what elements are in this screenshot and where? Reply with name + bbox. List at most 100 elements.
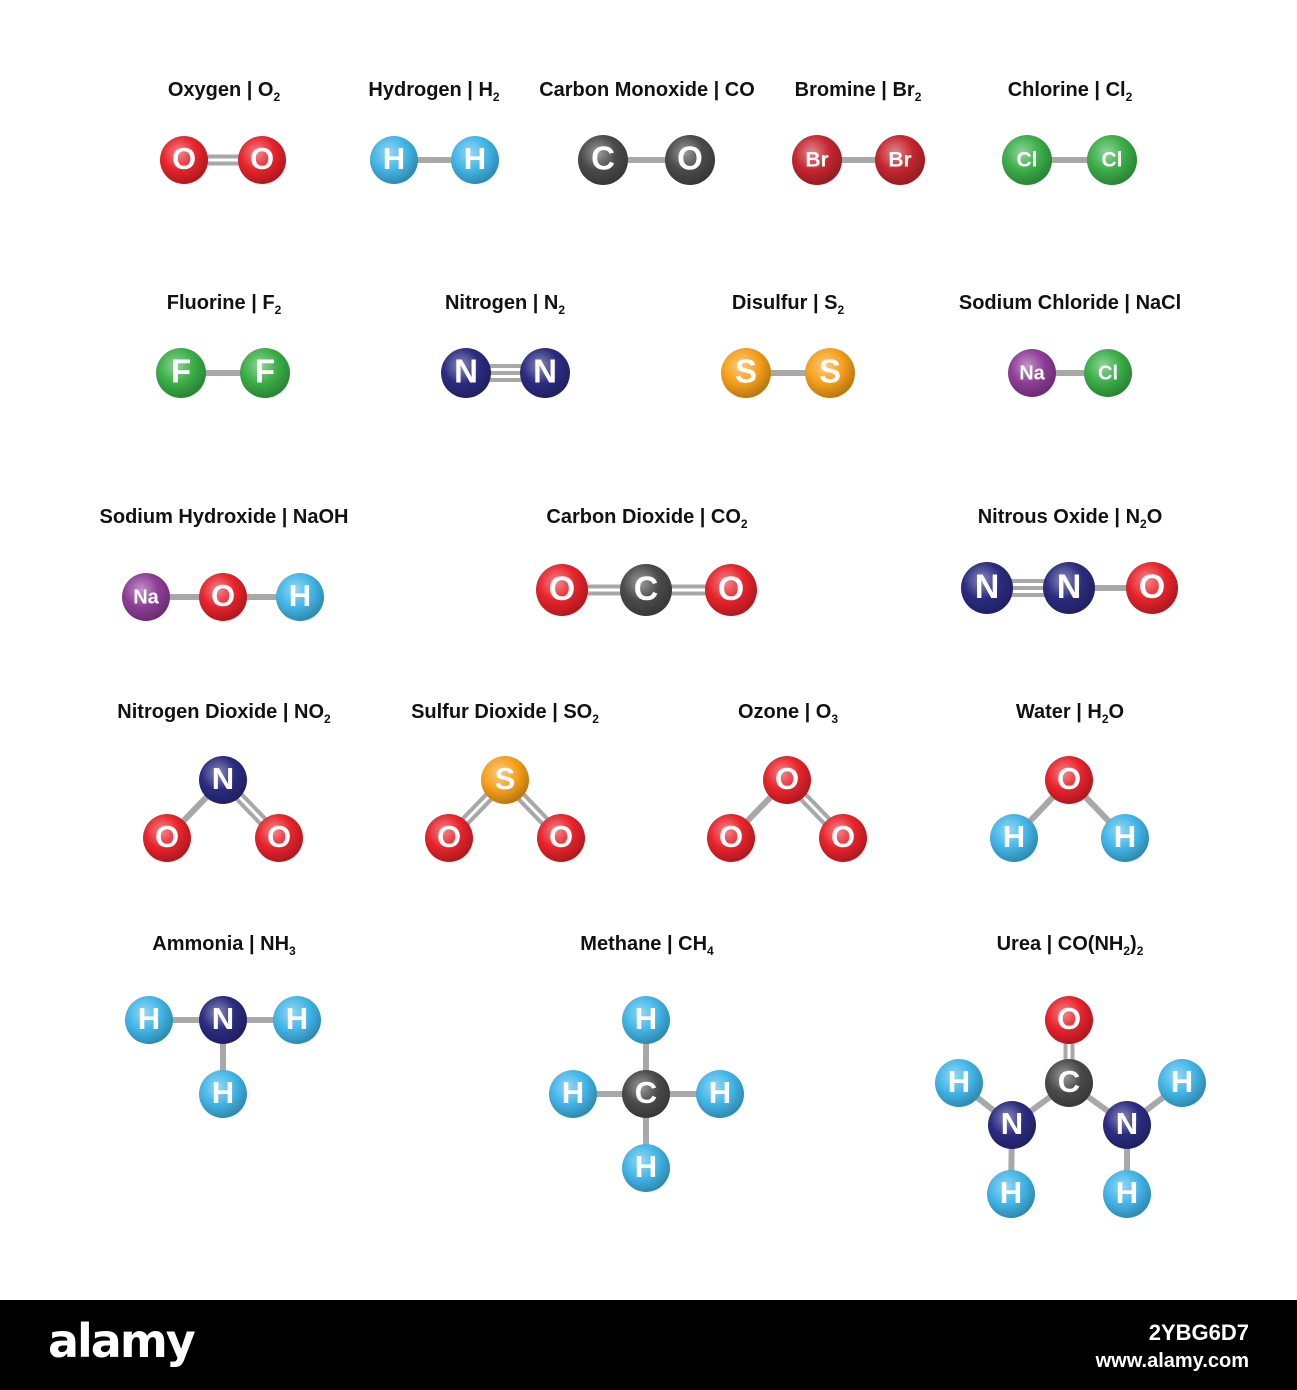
atom-symbol: C <box>1058 1064 1080 1099</box>
atom-symbol: H <box>1114 819 1136 854</box>
oxygen-atom-o-1: O <box>238 136 286 184</box>
methane-title: Methane | CH4 <box>580 933 714 958</box>
carbon-monoxide-atom-o-1: O <box>665 135 715 185</box>
atom-symbol: H <box>1000 1175 1022 1210</box>
image-meta: 2YBG6D7 www.alamy.com <box>1096 1320 1249 1373</box>
atom-symbol: O <box>211 578 235 613</box>
sulfur-dioxide-atom-o-2: O <box>537 814 585 862</box>
water-atom-h-1: H <box>990 814 1038 862</box>
atom-symbol: N <box>975 568 1000 606</box>
sodium-chloride-atom-na-0: Na <box>1008 349 1056 397</box>
hydrogen-atom-h-1: H <box>451 136 499 184</box>
atom-symbol: Cl <box>1102 149 1123 172</box>
bromine-atom-br-1: Br <box>875 135 925 185</box>
atom-symbol: O <box>549 819 573 854</box>
urea-atom-n-4: N <box>988 1101 1036 1149</box>
atom-symbol: O <box>831 819 855 854</box>
nitrogen-title: Nitrogen | N2 <box>444 292 566 317</box>
nitrogen-dioxide-atom-o-1: O <box>143 814 191 862</box>
sodium-chloride-title: Sodium Chloride | NaCl <box>958 292 1182 314</box>
sodium-hydroxide-atom-h-2: H <box>276 573 324 621</box>
bromine-title: Bromine | Br2 <box>794 79 922 104</box>
atom-symbol: Cl <box>1098 362 1118 384</box>
methane-atom-h-4: H <box>622 1144 670 1192</box>
sulfur-dioxide-atom-s-0: S <box>481 756 529 804</box>
atom-symbol: H <box>1171 1064 1193 1099</box>
atom-symbol: Br <box>805 149 828 172</box>
nitrous-oxide-atom-n-0: N <box>961 562 1013 614</box>
carbon-dioxide-title: Carbon Dioxide | CO2 <box>546 506 748 531</box>
atom-symbol: N <box>212 1001 234 1036</box>
ozone-atom-o-2: O <box>819 814 867 862</box>
chlorine-title: Chlorine | Cl2 <box>1007 79 1133 104</box>
atom-symbol: H <box>212 1075 234 1110</box>
atom-symbol: O <box>677 140 703 177</box>
nitrous-oxide-atom-o-2: O <box>1126 562 1178 614</box>
image-id: 2YBG6D7 <box>1148 1320 1249 1345</box>
disulfur-atom-s-1: S <box>805 348 855 398</box>
nitrogen-atom-n-0: N <box>441 348 491 398</box>
ozone-atom-o-0: O <box>763 756 811 804</box>
alamy-logo: alamy <box>48 1314 196 1368</box>
atom-symbol: H <box>948 1064 970 1099</box>
atom-symbol: O <box>155 819 179 854</box>
atom-symbol: O <box>718 570 744 608</box>
urea-atom-o-0: O <box>1045 996 1093 1044</box>
methane-atom-h-3: H <box>696 1070 744 1118</box>
atom-symbol: O <box>1139 568 1165 606</box>
atom-symbol: N <box>1116 1106 1138 1141</box>
atom-symbol: O <box>172 141 196 176</box>
atom-symbol: C <box>635 1075 657 1110</box>
sodium-hydroxide-title: Sodium Hydroxide | NaOH <box>99 506 349 528</box>
atom-symbol: O <box>1057 1001 1081 1036</box>
ozone-title: Ozone | O3 <box>737 701 839 726</box>
atom-symbol: H <box>286 1001 308 1036</box>
atom-symbol: N <box>454 353 478 390</box>
nitrous-oxide-atom-n-1: N <box>1043 562 1095 614</box>
ammonia-title: Ammonia | NH3 <box>152 933 296 958</box>
atom-symbol: O <box>437 819 461 854</box>
urea-atom-c-2: C <box>1045 1059 1093 1107</box>
water-atom-h-2: H <box>1101 814 1149 862</box>
atom-symbol: H <box>383 141 405 176</box>
urea-title: Urea | CO(NH2)2 <box>996 933 1144 958</box>
atom-symbol: O <box>1057 761 1081 796</box>
ammonia-atom-h-0: H <box>125 996 173 1044</box>
ozone-atom-o-1: O <box>707 814 755 862</box>
bromine-atom-br-0: Br <box>792 135 842 185</box>
carbon-monoxide-atom-c-0: C <box>578 135 628 185</box>
urea-atom-h-3: H <box>1158 1059 1206 1107</box>
atom-symbol: F <box>171 353 191 390</box>
atom-symbol: S <box>495 761 516 796</box>
atom-symbol: Cl <box>1017 149 1038 172</box>
nitrogen-dioxide-title: Nitrogen Dioxide | NO2 <box>117 701 331 726</box>
atom-symbol: S <box>819 353 841 390</box>
sodium-hydroxide-atom-na-0: Na <box>122 573 170 621</box>
urea-atom-h-1: H <box>935 1059 983 1107</box>
water-atom-o-0: O <box>1045 756 1093 804</box>
atom-symbol: Na <box>133 586 159 608</box>
hydrogen-title: Hydrogen | H2 <box>368 79 500 104</box>
atom-symbol: S <box>735 353 757 390</box>
methane-atom-c-2: C <box>622 1070 670 1118</box>
hydrogen-atom-h-0: H <box>370 136 418 184</box>
atom-symbol: H <box>289 578 311 613</box>
nitrogen-dioxide-atom-n-0: N <box>199 756 247 804</box>
oxygen-title: Oxygen | O2 <box>167 79 281 104</box>
atom-symbol: F <box>255 353 275 390</box>
methane-atom-h-1: H <box>549 1070 597 1118</box>
atom-symbol: C <box>591 140 615 177</box>
nitrogen-atom-n-1: N <box>520 348 570 398</box>
atom-symbol: H <box>1116 1175 1138 1210</box>
atom-symbol: O <box>549 570 575 608</box>
carbon-dioxide-atom-o-0: O <box>536 564 588 616</box>
atom-symbol: N <box>533 353 557 390</box>
atom-symbol: Na <box>1019 362 1045 384</box>
fluorine-atom-f-1: F <box>240 348 290 398</box>
sodium-chloride-atom-cl-1: Cl <box>1084 349 1132 397</box>
carbon-dioxide-atom-c-1: C <box>620 564 672 616</box>
chlorine-atom-cl-1: Cl <box>1087 135 1137 185</box>
nitrous-oxide-title: Nitrous Oxide | N2O <box>977 506 1163 531</box>
